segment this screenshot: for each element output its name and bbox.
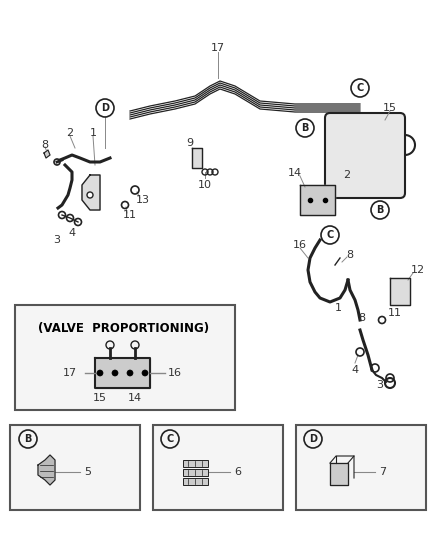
Text: B: B [301, 123, 309, 133]
Text: 16: 16 [168, 368, 182, 378]
Text: 17: 17 [211, 43, 225, 53]
Polygon shape [390, 278, 410, 305]
Circle shape [87, 192, 93, 198]
Text: 11: 11 [123, 210, 137, 220]
Text: 15: 15 [383, 103, 397, 113]
Text: 8: 8 [358, 313, 366, 323]
Text: 3: 3 [377, 380, 384, 390]
Text: 8: 8 [346, 250, 353, 260]
Circle shape [97, 370, 103, 376]
Text: 10: 10 [198, 180, 212, 190]
Text: 12: 12 [411, 265, 425, 275]
Polygon shape [95, 358, 150, 388]
Text: 15: 15 [93, 393, 107, 403]
Bar [15, 305, 235, 410]
Text: 1: 1 [89, 128, 96, 138]
Text: 4: 4 [68, 228, 76, 238]
Bar [183, 460, 208, 467]
Text: (VALVE  PROPORTIONING): (VALVE PROPORTIONING) [38, 322, 209, 335]
Text: 14: 14 [288, 168, 302, 178]
Text: 17: 17 [63, 368, 77, 378]
Text: 2: 2 [67, 128, 74, 138]
Text: 16: 16 [293, 240, 307, 250]
Polygon shape [300, 185, 335, 215]
Bar [153, 425, 283, 510]
Text: D: D [101, 103, 109, 113]
Circle shape [142, 370, 148, 376]
Text: D: D [309, 434, 317, 444]
Polygon shape [38, 455, 55, 485]
Polygon shape [82, 175, 100, 210]
Bar [296, 425, 426, 510]
Circle shape [112, 370, 118, 376]
Text: 4: 4 [351, 365, 359, 375]
Polygon shape [192, 148, 202, 168]
Text: 14: 14 [128, 393, 142, 403]
Text: 8: 8 [42, 140, 49, 150]
Text: 7: 7 [379, 467, 387, 477]
Circle shape [127, 370, 133, 376]
Text: C: C [326, 230, 334, 240]
Polygon shape [44, 150, 50, 158]
Text: 3: 3 [53, 235, 60, 245]
Text: 1: 1 [335, 303, 342, 313]
Text: 11: 11 [388, 308, 402, 318]
Text: 2: 2 [343, 170, 350, 180]
Text: C: C [357, 83, 364, 93]
Bar [183, 478, 208, 485]
Text: B: B [25, 434, 32, 444]
Text: 5: 5 [85, 467, 92, 477]
Bar [183, 469, 208, 476]
FancyBboxPatch shape [325, 113, 405, 198]
Text: C: C [166, 434, 173, 444]
Text: 6: 6 [234, 467, 241, 477]
Bar [10, 425, 140, 510]
Polygon shape [330, 463, 348, 485]
Text: 13: 13 [136, 195, 150, 205]
Text: B: B [376, 205, 384, 215]
Text: 9: 9 [187, 138, 194, 148]
